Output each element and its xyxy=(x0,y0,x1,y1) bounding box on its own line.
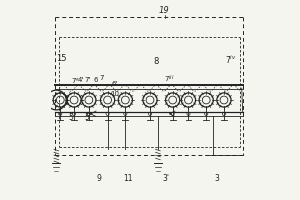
Text: 7: 7 xyxy=(100,75,104,81)
Text: 3': 3' xyxy=(162,174,169,183)
Text: 10: 10 xyxy=(111,91,120,97)
Text: 8: 8 xyxy=(153,58,159,66)
Text: 4': 4' xyxy=(78,77,84,83)
Text: $7^{iii}$: $7^{iii}$ xyxy=(164,73,175,85)
Text: $7^{\prime\prime}$: $7^{\prime\prime}$ xyxy=(71,76,80,86)
Text: 9: 9 xyxy=(96,174,101,183)
Text: 6': 6' xyxy=(112,81,118,87)
Text: 19: 19 xyxy=(158,6,169,15)
Text: 3: 3 xyxy=(214,174,220,183)
Text: 7': 7' xyxy=(84,77,90,83)
Text: 15: 15 xyxy=(56,54,67,63)
Text: $7^{iv}$: $7^{iv}$ xyxy=(225,54,237,66)
Text: 5': 5' xyxy=(84,113,91,122)
Text: 11: 11 xyxy=(124,174,133,183)
Text: 6: 6 xyxy=(94,77,98,83)
Text: 5: 5 xyxy=(68,113,73,122)
